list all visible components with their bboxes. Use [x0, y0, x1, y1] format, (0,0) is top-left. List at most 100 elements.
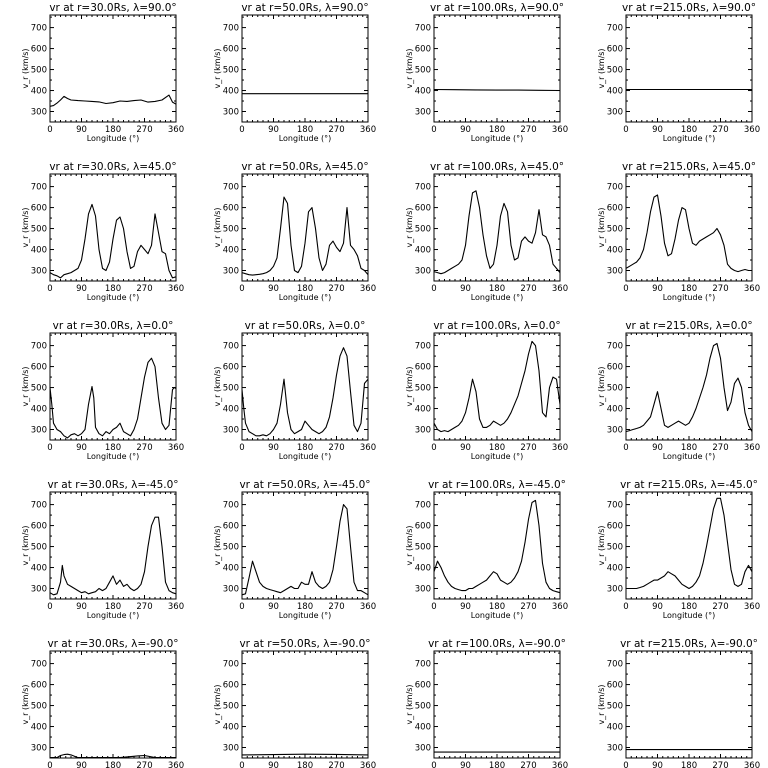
x-tick-label: 0 — [239, 125, 244, 135]
y-axis-label: v_r (km/s) — [21, 366, 30, 406]
panel-svg: vr at r=215.0Rs, λ=-90.0° 0 90 180 270 360 300… — [597, 638, 760, 768]
x-tick-label: 90 — [652, 602, 663, 612]
x-tick-label: 360 — [168, 443, 184, 453]
x-axis-label: Longitude (°) — [471, 452, 524, 461]
x-tick-label: 180 — [489, 443, 505, 453]
panel-title: vr at r=50.0Rs, λ=0.0° — [245, 320, 366, 332]
y-tick-label: 400 — [607, 87, 623, 97]
y-tick-label: 700 — [223, 183, 239, 193]
x-tick-label: 270 — [520, 761, 536, 768]
y-tick-label: 300 — [223, 108, 239, 118]
panel-svg: vr at r=215.0Rs, λ=-45.0° 0 90 180 270 360 300… — [597, 479, 760, 620]
chart-panel: vr at r=50.0Rs, λ=-45.0° 0 90 180 270 360 300 4… — [213, 479, 376, 620]
y-tick-label: 400 — [223, 564, 239, 574]
x-tick-label: 90 — [268, 284, 279, 294]
y-axis-label: v_r (km/s) — [597, 207, 606, 247]
y-tick-label: 700 — [607, 660, 623, 670]
series-line — [625, 342, 753, 433]
x-tick-label: 180 — [297, 443, 313, 453]
panel-title: vr at r=30.0Rs, λ=0.0° — [53, 320, 174, 332]
y-tick-label: 600 — [415, 363, 431, 373]
y-tick-label: 500 — [607, 543, 623, 553]
panel-title: vr at r=215.0Rs, λ=-45.0° — [620, 479, 758, 491]
panel-svg: vr at r=100.0Rs, λ=0.0° 0 90 180 270 360 300 40… — [405, 320, 568, 461]
y-tick-label: 400 — [607, 564, 623, 574]
panel-title: vr at r=50.0Rs, λ=-90.0° — [239, 638, 370, 650]
y-tick-label: 600 — [607, 681, 623, 691]
chart-panel: vr at r=215.0Rs, λ=-90.0° 0 90 180 270 360 300… — [597, 638, 760, 768]
y-tick-label: 600 — [31, 681, 47, 691]
x-tick-label: 0 — [431, 602, 436, 612]
y-tick-label: 300 — [607, 585, 623, 595]
panel-svg: vr at r=215.0Rs, λ=0.0° 0 90 180 270 360 300 40… — [597, 320, 760, 461]
y-tick-label: 300 — [31, 108, 47, 118]
x-axis-label: Longitude (°) — [279, 611, 332, 620]
x-tick-label: 0 — [239, 284, 244, 294]
x-axis-label: Longitude (°) — [87, 293, 140, 302]
y-tick-label: 500 — [31, 702, 47, 712]
series-line — [241, 347, 369, 437]
x-tick-label: 0 — [47, 443, 52, 453]
y-tick-label: 600 — [223, 681, 239, 691]
y-tick-label: 300 — [223, 426, 239, 436]
x-tick-label: 180 — [105, 602, 121, 612]
plot-frame — [49, 650, 177, 759]
y-tick-label: 700 — [415, 342, 431, 352]
x-tick-label: 0 — [239, 761, 244, 768]
x-tick-label: 360 — [360, 602, 376, 612]
y-tick-label: 300 — [223, 585, 239, 595]
series-line — [433, 340, 561, 433]
y-tick-label: 700 — [31, 501, 47, 511]
x-tick-label: 90 — [268, 443, 279, 453]
panel-title: vr at r=215.0Rs, λ=-90.0° — [620, 638, 758, 650]
x-tick-label: 180 — [297, 125, 313, 135]
x-axis-label: Longitude (°) — [87, 452, 140, 461]
panel-title: vr at r=100.0Rs, λ=0.0° — [433, 320, 560, 332]
y-axis-label: v_r (km/s) — [213, 48, 222, 88]
x-tick-label: 180 — [489, 125, 505, 135]
x-tick-label: 270 — [520, 125, 536, 135]
x-tick-label: 270 — [328, 761, 344, 768]
y-axis-label: v_r (km/s) — [405, 207, 414, 247]
x-axis-label: Longitude (°) — [471, 134, 524, 143]
panel-svg: vr at r=100.0Rs, λ=90.0° 0 90 180 270 360 300 4… — [405, 2, 568, 143]
panel-svg: vr at r=50.0Rs, λ=90.0° 0 90 180 270 360 300 40… — [213, 2, 376, 143]
x-tick-label: 0 — [623, 284, 628, 294]
x-tick-label: 0 — [623, 602, 628, 612]
y-axis-label: v_r (km/s) — [405, 366, 414, 406]
y-axis-label: v_r (km/s) — [213, 207, 222, 247]
x-axis-label: Longitude (°) — [279, 134, 332, 143]
x-tick-label: 360 — [552, 125, 568, 135]
panel-title: vr at r=30.0Rs, λ=-45.0° — [47, 479, 178, 491]
x-tick-label: 90 — [460, 284, 471, 294]
y-tick-label: 700 — [415, 660, 431, 670]
x-tick-label: 90 — [76, 602, 87, 612]
x-tick-label: 0 — [47, 761, 52, 768]
x-tick-label: 270 — [712, 602, 728, 612]
series-line — [625, 194, 752, 273]
y-axis-label: v_r (km/s) — [213, 525, 222, 565]
x-tick-label: 90 — [460, 125, 471, 135]
chart-panel: vr at r=30.0Rs, λ=-45.0° 0 90 180 270 360 300 4… — [21, 479, 184, 620]
y-tick-label: 600 — [607, 204, 623, 214]
plot-frame — [625, 491, 753, 600]
y-tick-label: 400 — [31, 405, 47, 415]
chart-panel: vr at r=100.0Rs, λ=-45.0° 0 90 180 270 360 300… — [405, 479, 568, 620]
y-tick-label: 700 — [415, 183, 431, 193]
x-tick-label: 360 — [552, 761, 568, 768]
panel-svg: vr at r=50.0Rs, λ=-90.0° 0 90 180 270 360 300 4… — [213, 638, 376, 768]
x-tick-label: 180 — [105, 443, 121, 453]
x-tick-label: 360 — [360, 284, 376, 294]
series-line — [50, 753, 176, 759]
panel-svg: vr at r=50.0Rs, λ=-45.0° 0 90 180 270 360 300 4… — [213, 479, 376, 620]
y-tick-label: 500 — [223, 384, 239, 394]
y-tick-label: 500 — [607, 702, 623, 712]
y-tick-label: 700 — [31, 660, 47, 670]
y-axis-label: v_r (km/s) — [597, 48, 606, 88]
x-tick-label: 360 — [168, 125, 184, 135]
x-tick-label: 90 — [652, 761, 663, 768]
panel-svg: vr at r=50.0Rs, λ=45.0° 0 90 180 270 360 300 40… — [213, 161, 376, 302]
y-tick-label: 700 — [223, 501, 239, 511]
y-tick-label: 400 — [223, 723, 239, 733]
